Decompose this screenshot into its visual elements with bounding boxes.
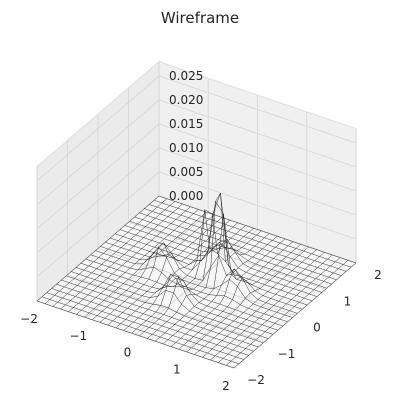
wire-line-x [131,209,254,334]
wire-line-x [186,246,309,353]
wire-line-y [41,296,239,365]
wire-line-y [61,279,259,348]
wire-line-x [147,192,270,339]
wire-line-y [80,262,278,331]
wire-line-y [144,208,342,276]
x-tick-label: −2 [20,312,38,326]
wire-line-x [60,203,183,310]
wire-line-x [155,213,278,342]
wire-line-y [51,288,249,356]
wireframe-surface [36,192,357,369]
wire-line-x [218,257,341,363]
wire-line-y [110,193,308,306]
wire-line-y [158,195,357,264]
x-tick-label: −1 [69,329,87,343]
z-tick-label: 0.000 [169,189,203,203]
wire-line-x [233,262,357,369]
wire-line-x [84,211,207,318]
wire-line-y [95,246,293,318]
wire-line-x [44,198,168,304]
gridline-z [36,99,357,206]
wire-line-x [139,214,262,336]
wire-line-x [52,201,175,307]
wire-line-x [210,254,333,361]
wire-line-x [178,244,301,350]
wire-line-y [119,229,318,297]
chart-title: Wireframe [161,9,239,27]
wire-line-y [75,267,274,335]
z-tick-label: 0.025 [169,69,203,83]
gridline-z [36,147,357,254]
wire-line-x [36,195,160,302]
wire-line-x [76,209,199,315]
wire-line-y [90,254,288,323]
wire-line-x [225,260,349,366]
wire-line-y [56,283,254,352]
y-tick-label: −1 [278,347,296,361]
wire-line-x [68,206,191,312]
wire-line-y [85,258,283,327]
wire-line-x [92,214,215,320]
y-tick-label: 0 [313,321,321,335]
gridline-z [36,75,357,182]
wire-line-y [36,300,235,369]
axis-tick-labels: −2 −1 0 1 2 −2 −1 0 1 2 0.000 0.005 0.010 0.015 0.020 0… [20,69,382,393]
y-tick-label: −2 [247,373,265,387]
wire-line-y [149,204,347,272]
z-tick-label: 0.005 [169,165,203,179]
x-tick-label: 1 [173,362,181,376]
y-tick-label: 1 [344,294,352,308]
wire-line-y [124,225,322,293]
wire-line-y [139,212,337,281]
gridline-z [36,123,357,230]
wire-line-x [99,217,223,323]
wire-line-x [162,238,286,345]
wire-line-y [134,216,332,285]
wire-line-y [66,275,264,344]
wire-line-x [202,252,325,358]
wire-line-y [46,292,244,360]
x-tick-label: 2 [222,379,230,393]
wire-line-x [115,222,238,328]
y-tick-label: 2 [374,268,382,282]
z-tick-label: 0.010 [169,141,203,155]
gridline-floor-x [135,229,258,335]
gridline-z [36,171,357,278]
z-tick-label: 0.020 [169,93,203,107]
axes-gridlines [36,61,357,369]
z-tick-label: 0.015 [169,117,203,131]
wire-line-y [154,199,352,268]
wire-line-x [194,249,317,355]
x-tick-label: 0 [124,346,132,360]
wire-line-y [71,271,269,339]
wire-line-x [123,225,246,331]
wire-line-y [115,233,313,302]
wire-line-y [100,242,298,314]
wire-line-x [170,241,294,347]
